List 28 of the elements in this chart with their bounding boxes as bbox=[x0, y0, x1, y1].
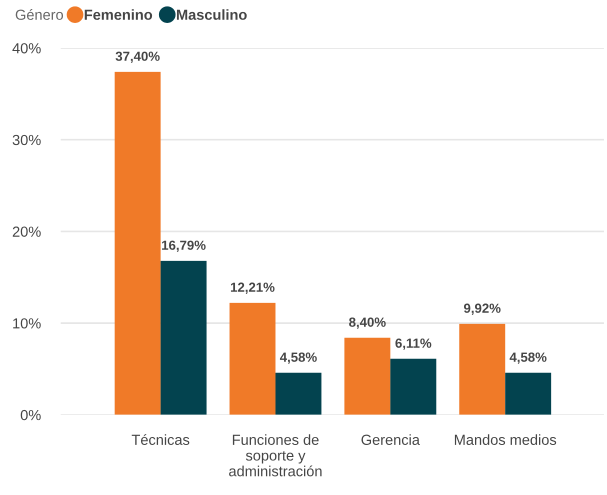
data-label: 8,40% bbox=[349, 318, 386, 329]
y-tick-label: 10% bbox=[13, 318, 41, 329]
legend-title: Género bbox=[16, 9, 64, 20]
bar bbox=[459, 324, 506, 415]
y-tick-label: 40% bbox=[12, 43, 41, 54]
bar bbox=[390, 358, 436, 415]
bar bbox=[160, 260, 207, 415]
legend-label: Masculino bbox=[176, 9, 247, 20]
bar bbox=[344, 338, 390, 415]
x-tick-label: Técnicas bbox=[132, 434, 190, 445]
y-tick-label: 20% bbox=[12, 226, 41, 237]
bar bbox=[505, 372, 552, 415]
data-label: 37,40% bbox=[116, 52, 160, 63]
data-label: 12,21% bbox=[230, 282, 275, 294]
bar bbox=[275, 372, 322, 415]
y-tick-label: 30% bbox=[12, 134, 41, 146]
x-tick-label: Gerencia bbox=[361, 434, 420, 445]
x-tick-label: Funciones de soporte y administración bbox=[229, 434, 322, 476]
data-label: 6,11% bbox=[395, 338, 432, 350]
y-tick-label: 0% bbox=[20, 410, 41, 420]
data-label: 9,92% bbox=[464, 304, 501, 315]
data-label: 4,58% bbox=[510, 352, 547, 364]
bar bbox=[114, 72, 161, 415]
data-label: 4,58% bbox=[280, 352, 317, 364]
data-label: 16,79% bbox=[162, 240, 206, 252]
x-tick-label: Mandos medios bbox=[454, 434, 556, 445]
bar bbox=[230, 302, 276, 415]
legend-label: Femenino bbox=[84, 9, 152, 20]
